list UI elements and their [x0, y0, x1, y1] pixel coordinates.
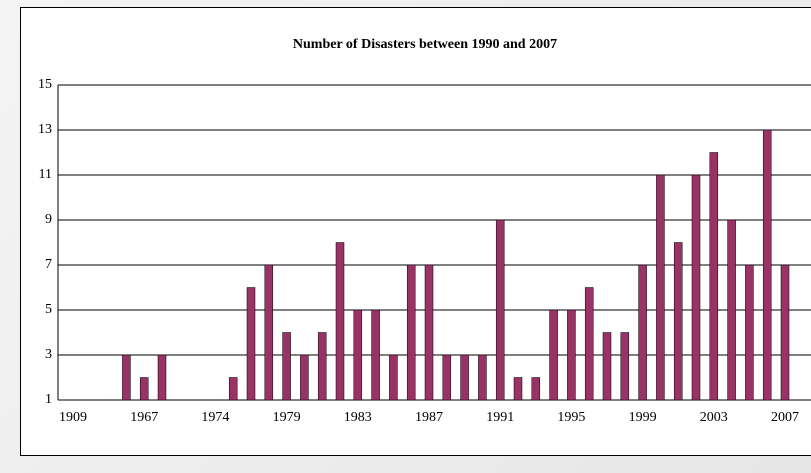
- y-tick-label: 9: [45, 212, 52, 227]
- y-tick-label: 11: [39, 167, 52, 182]
- bar: [335, 242, 345, 401]
- bar: [762, 129, 772, 401]
- bar: [531, 377, 541, 401]
- x-tick-label: 2007: [771, 410, 799, 425]
- x-tick-label: 1987: [415, 410, 443, 425]
- bar: [745, 264, 754, 401]
- chart-title: Number of Disasters between 1990 and 200…: [293, 37, 557, 52]
- bar: [406, 264, 416, 401]
- bar: [157, 354, 167, 401]
- y-tick-label: 15: [38, 77, 52, 92]
- x-tick-label: 2003: [700, 410, 728, 425]
- bar: [780, 264, 790, 401]
- bar: [353, 309, 363, 401]
- x-tick-label: 1974: [201, 410, 229, 425]
- y-tick-label: 13: [38, 122, 52, 137]
- bar: [122, 354, 131, 401]
- x-tick-label: 1909: [59, 410, 87, 425]
- bar: [584, 287, 594, 401]
- bar: [300, 354, 309, 401]
- x-tick-label: 1999: [629, 410, 657, 425]
- x-tick-label: 1995: [557, 410, 585, 425]
- bar: [513, 377, 523, 401]
- bar: [282, 332, 291, 401]
- x-tick-label: 1991: [486, 410, 514, 425]
- bar: [246, 287, 256, 401]
- bar: [673, 242, 683, 401]
- bar: [460, 354, 469, 401]
- y-tick-label: 5: [45, 302, 52, 317]
- bar: [371, 309, 380, 401]
- x-tick-label: 1967: [130, 410, 158, 425]
- bar: [389, 354, 398, 401]
- bar: [656, 174, 665, 401]
- bar: [602, 332, 612, 401]
- x-tick-label: 1979: [273, 410, 301, 425]
- bar: [317, 332, 327, 401]
- bar: [424, 264, 434, 401]
- bar: [709, 152, 719, 401]
- bar: [620, 332, 630, 401]
- bar: [495, 219, 505, 401]
- bar: [228, 377, 238, 401]
- x-tick-label: 1983: [344, 410, 372, 425]
- bar: [727, 219, 736, 401]
- y-tick-label: 3: [45, 347, 52, 362]
- y-tick-label: 7: [45, 257, 52, 272]
- bar: [691, 174, 701, 401]
- bar: [264, 264, 274, 401]
- bar: [442, 354, 452, 401]
- bar: [638, 264, 647, 401]
- bar: [478, 354, 487, 401]
- bar: [139, 377, 149, 401]
- y-tick-label: 1: [45, 392, 52, 407]
- bar: [567, 309, 576, 401]
- bar: [549, 309, 558, 401]
